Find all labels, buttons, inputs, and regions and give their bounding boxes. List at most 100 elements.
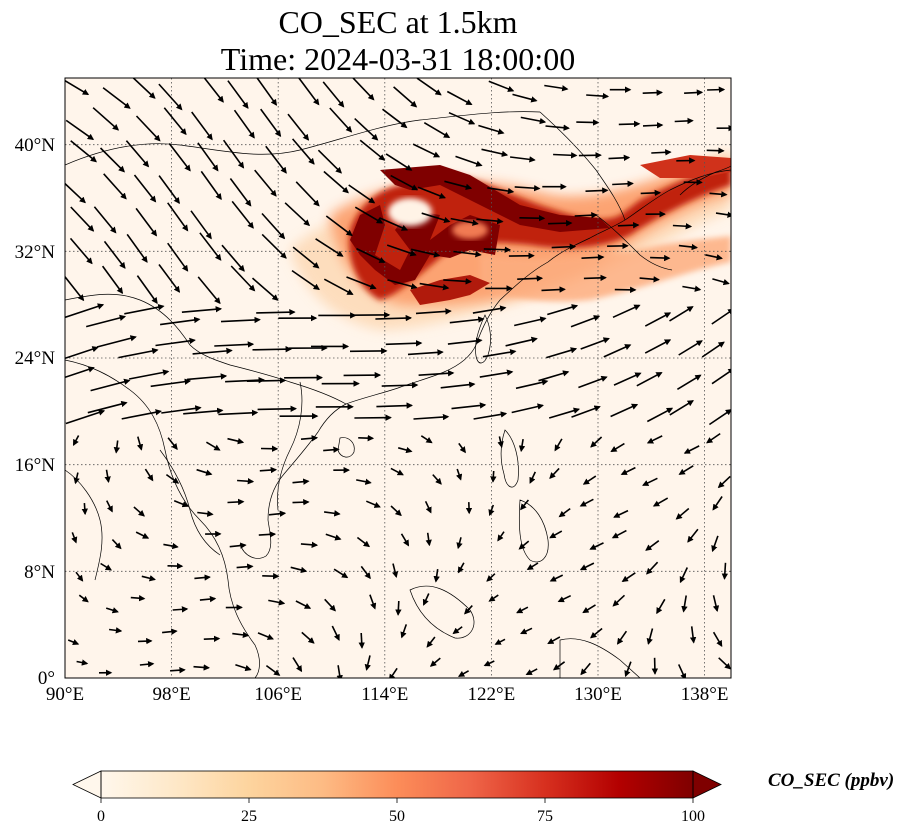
wind-arrow: [518, 540, 530, 550]
wind-arrow: [718, 657, 731, 670]
wind-arrow: [229, 178, 252, 207]
wind-arrow: [712, 631, 723, 648]
lon-tick-label: 106°E: [254, 684, 302, 705]
wind-arrow: [382, 108, 408, 129]
wind-arrow: [108, 627, 123, 634]
wind-arrow: [574, 211, 598, 219]
wind-arrow: [422, 593, 430, 606]
wind-arrow: [101, 265, 124, 295]
wind-arrow: [646, 407, 674, 423]
wind-arrow: [126, 233, 148, 263]
wind-arrow: [549, 530, 563, 539]
wind-arrow: [558, 507, 571, 518]
wind-arrow: [103, 240, 126, 269]
wind-arrow: [650, 254, 671, 262]
wind-arrow: [443, 278, 472, 285]
wind-arrow: [610, 442, 625, 453]
wind-arrow: [121, 409, 162, 420]
wind-arrow: [292, 498, 310, 506]
wind-arrow: [181, 306, 223, 313]
wind-arrow: [410, 248, 441, 258]
wind-arrow: [113, 440, 121, 454]
wind-arrow: [236, 563, 254, 570]
wind-arrow: [229, 542, 247, 549]
wind-arrow: [684, 89, 704, 96]
wind-arrow: [260, 108, 282, 138]
wind-arrow: [418, 370, 455, 377]
wind-arrow: [518, 438, 526, 453]
wind-arrow: [315, 238, 344, 257]
wind-arrow: [538, 370, 570, 382]
wind-arrow: [576, 119, 600, 126]
wind-arrow: [301, 631, 315, 644]
wind-arrow: [365, 500, 381, 508]
wind-arrow: [511, 403, 544, 414]
wind-arrow: [132, 78, 156, 99]
wind-arrow: [613, 372, 642, 386]
wind-arrow: [590, 436, 603, 448]
wind-arrow: [458, 442, 466, 454]
wind-arrow: [652, 497, 669, 507]
wind-arrow: [715, 211, 731, 218]
wind-arrow: [317, 149, 343, 174]
wind-arrow: [705, 254, 723, 261]
wind-arrow: [711, 368, 731, 385]
wind-arrow: [141, 575, 156, 582]
wind-arrow: [193, 664, 210, 671]
colorbar-tick-label: 25: [241, 808, 257, 825]
wind-arrow: [76, 659, 89, 666]
lon-tick-label: 90°E: [46, 684, 84, 705]
wind-arrow: [284, 202, 311, 227]
wind-arrow: [579, 562, 595, 571]
wind-arrow: [65, 79, 90, 96]
wind-arrow: [636, 371, 663, 387]
wind-arrow: [446, 90, 473, 106]
wind-arrow: [440, 381, 476, 389]
wind-arrow: [67, 639, 80, 646]
wind-arrow: [552, 661, 566, 671]
wind-arrow: [429, 657, 441, 667]
coastlines: [65, 111, 731, 678]
wind-arrow: [96, 335, 137, 348]
wind-arrow: [525, 668, 538, 676]
wind-arrow: [646, 561, 659, 575]
wind-arrow: [548, 219, 573, 227]
wind-arrow: [376, 402, 413, 409]
wind-arrow: [717, 475, 731, 489]
wind-arrow: [711, 535, 719, 553]
wind-arrow: [417, 186, 446, 199]
wind-arrow: [618, 120, 641, 128]
wind-arrow: [448, 111, 476, 125]
wind-arrow: [444, 180, 473, 191]
lat-tick-label: 8°N: [24, 562, 55, 583]
wind-arrow: [214, 341, 255, 348]
wind-arrow: [526, 562, 539, 570]
wind-arrow: [644, 339, 672, 354]
wind-arrow: [75, 571, 84, 582]
wind-arrow: [167, 242, 189, 272]
wind-arrow: [551, 243, 577, 250]
wind-arrow: [620, 466, 636, 476]
wind-arrow: [679, 567, 689, 584]
wind-arrow: [488, 504, 495, 517]
wind-arrow: [548, 407, 581, 419]
wind-arrow: [582, 475, 597, 485]
wind-arrow: [295, 600, 312, 609]
wind-arrow: [65, 366, 95, 379]
wind-arrow: [547, 636, 561, 645]
wind-arrow: [135, 115, 161, 142]
wind-arrow: [681, 595, 688, 613]
wind-arrow: [227, 437, 245, 445]
wind-arrow: [457, 670, 469, 677]
wind-arrow: [580, 662, 591, 676]
wind-arrow: [586, 92, 610, 100]
wind-arrow: [497, 531, 505, 542]
wind-arrow: [300, 541, 319, 548]
lat-tick-labels: 0° 8°N 16°N 24°N 32°N 40°N: [15, 135, 56, 689]
lat-tick-label: 32°N: [15, 242, 56, 263]
wind-arrow: [369, 594, 377, 610]
wind-arrow: [256, 309, 296, 316]
wind-arrow: [252, 345, 292, 353]
wind-arrow: [251, 277, 279, 301]
wind-arrow: [136, 436, 144, 451]
